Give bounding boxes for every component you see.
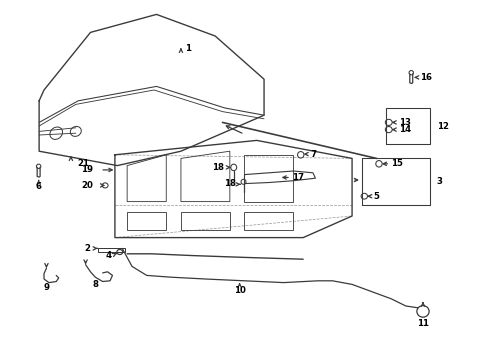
Text: 6: 6 [36, 181, 41, 191]
Text: 16: 16 [419, 73, 431, 82]
Text: 10: 10 [233, 287, 245, 295]
Text: 21: 21 [77, 159, 89, 168]
Text: 2: 2 [84, 244, 90, 253]
Text: 9: 9 [43, 283, 49, 292]
Text: 18: 18 [211, 163, 224, 172]
Text: 17: 17 [292, 173, 304, 182]
Text: 8: 8 [92, 280, 98, 289]
Text: 20: 20 [81, 181, 93, 190]
Text: 5: 5 [373, 192, 379, 201]
Text: 3: 3 [436, 177, 442, 186]
Text: 14: 14 [398, 125, 410, 134]
Text: 15: 15 [390, 159, 402, 168]
Text: 1: 1 [184, 44, 190, 53]
Text: 18: 18 [223, 179, 235, 188]
Text: 19: 19 [81, 165, 93, 174]
Text: 7: 7 [310, 150, 316, 159]
Text: 4: 4 [105, 251, 111, 261]
Text: 12: 12 [436, 122, 448, 131]
Text: 11: 11 [416, 320, 428, 328]
Text: 13: 13 [398, 118, 410, 127]
